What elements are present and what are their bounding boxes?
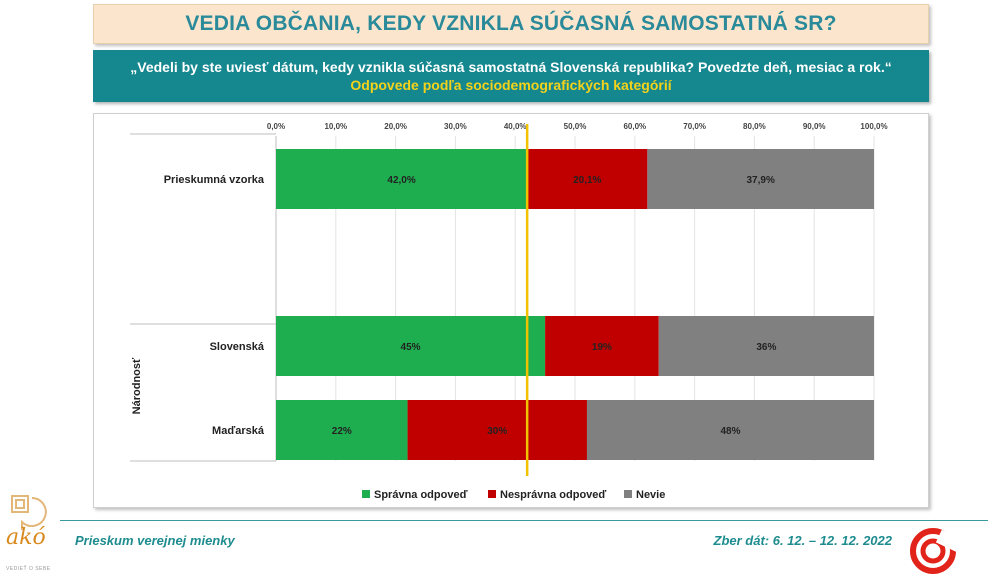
legend-swatch	[362, 490, 370, 498]
stacked-bar-chart: 0,0% 10,0% 20,0% 30,0% 40,0% 50,0% 60,0% 70,0% 8…	[130, 122, 888, 501]
x-tick-label: 70,0%	[683, 122, 706, 131]
ako-logo-tagline: VEDIEŤ O SEBE	[6, 566, 51, 572]
x-tick-label: 0,0%	[267, 122, 285, 131]
data-label: 36%	[756, 342, 776, 353]
category-label: Maďarská	[212, 425, 265, 437]
footer-survey-label: Prieskum verejnej mienky	[75, 533, 235, 548]
category-group-label: Národnosť	[131, 357, 143, 414]
legend-label: Správna odpoveď	[374, 489, 468, 501]
x-tick-label: 50,0%	[564, 122, 587, 131]
bar-segment	[586, 400, 874, 460]
x-tick-label: 10,0%	[324, 122, 347, 131]
legend-label: Nesprávna odpoveď	[500, 489, 606, 501]
bar-segment	[276, 400, 408, 460]
category-label: Slovenská	[210, 341, 265, 353]
x-tick-label: 30,0%	[444, 122, 467, 131]
page-title: VEDIA OBČANIA, KEDY VZNIKLA SÚČASNÁ SAMO…	[185, 12, 837, 35]
ako-logo-text: akó	[6, 525, 46, 550]
title-banner: VEDIA OBČANIA, KEDY VZNIKLA SÚČASNÁ SAMO…	[93, 4, 929, 44]
category-label: Prieskumná vzorka	[164, 174, 265, 186]
legend-swatch	[488, 490, 496, 498]
bar-segment	[276, 149, 528, 209]
data-label: 48%	[720, 426, 740, 437]
x-tick-label: 20,0%	[384, 122, 407, 131]
survey-question: „Vedeli by ste uviesť dátum, kedy vznikl…	[130, 58, 892, 75]
chart-frame: 0,0% 10,0% 20,0% 30,0% 40,0% 50,0% 60,0% 70,0% 8…	[93, 113, 929, 508]
bar-segment	[545, 316, 659, 376]
footer-collection-date: Zber dát: 6. 12. – 12. 12. 2022	[713, 533, 893, 548]
bar-segment	[276, 316, 546, 376]
bar-segment	[658, 316, 874, 376]
x-tick-label: 90,0%	[803, 122, 826, 131]
bar-segment	[407, 400, 587, 460]
legend-label: Nevie	[636, 489, 665, 501]
data-label: 22%	[332, 426, 352, 437]
bar-segment	[647, 149, 874, 209]
question-banner: „Vedeli by ste uviesť dátum, kedy vznikl…	[93, 50, 929, 102]
legend-swatch	[624, 490, 632, 498]
x-tick-label: 40,0%	[504, 122, 527, 131]
x-tick-label: 80,0%	[743, 122, 766, 131]
bar-segment	[527, 149, 648, 209]
footer-divider	[60, 520, 988, 521]
x-tick-label: 100,0%	[860, 122, 887, 131]
data-label: 20,1%	[573, 175, 601, 186]
data-label: 45%	[401, 342, 421, 353]
data-label: 42,0%	[387, 175, 415, 186]
ako-logo-icon	[11, 495, 47, 530]
data-label: 30%	[487, 426, 507, 437]
brand-swirl-icon	[910, 528, 956, 574]
x-tick-label: 60,0%	[623, 122, 646, 131]
data-label: 37,9%	[746, 175, 774, 186]
data-label: 19%	[592, 342, 612, 353]
chart-subtitle: Odpovede podľa sociodemografických kateg…	[350, 76, 672, 93]
